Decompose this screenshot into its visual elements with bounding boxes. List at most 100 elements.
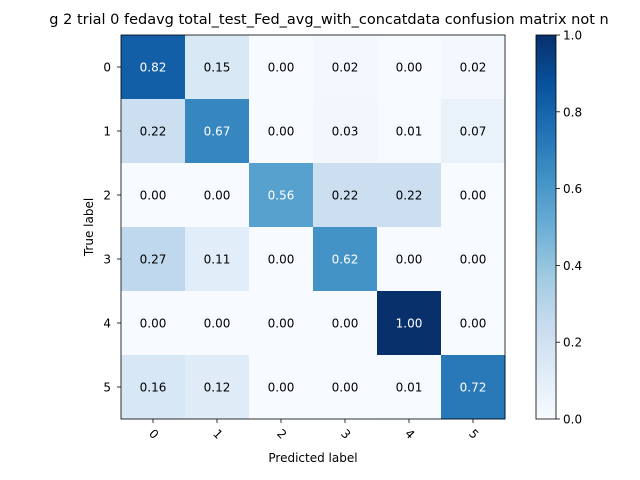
heatmap-cell xyxy=(377,163,442,228)
cell-value-label: 0.22 xyxy=(140,125,167,139)
cell-value-label: 0.12 xyxy=(204,381,231,395)
heatmap-cell xyxy=(185,291,250,356)
x-tick-label: 0 xyxy=(146,427,161,442)
heatmap-cell xyxy=(313,227,378,292)
cell-value-label: 0.00 xyxy=(204,189,231,203)
cell-value-label: 0.00 xyxy=(460,253,487,267)
colorbar-tick-label: 0.4 xyxy=(563,259,582,273)
colorbar-tick-label: 0.8 xyxy=(563,105,582,119)
cell-value-label: 0.00 xyxy=(460,317,487,331)
cell-value-label: 0.00 xyxy=(268,61,295,75)
heatmap-cell xyxy=(441,355,506,420)
cell-value-label: 1.00 xyxy=(396,317,423,331)
colorbar-tick-label: 0.6 xyxy=(563,182,582,196)
x-tick-label: 1 xyxy=(210,427,225,442)
cell-value-label: 0.00 xyxy=(140,317,167,331)
heatmap-cell xyxy=(377,355,442,420)
cell-value-label: 0.00 xyxy=(268,125,295,139)
colorbar xyxy=(535,34,557,420)
x-tick-label: 4 xyxy=(402,427,417,442)
cell-value-label: 0.00 xyxy=(140,189,167,203)
heatmap-cell xyxy=(185,35,250,100)
x-tick-label: 5 xyxy=(466,427,481,442)
heatmap-cell xyxy=(121,163,186,228)
y-tick-label: 2 xyxy=(103,189,111,203)
y-tick-label: 5 xyxy=(103,381,111,395)
cell-value-label: 0.27 xyxy=(140,253,167,267)
heatmap-cell xyxy=(441,163,506,228)
heatmap-cell xyxy=(313,99,378,164)
heatmap-cell xyxy=(249,291,314,356)
y-tick-label: 1 xyxy=(103,125,111,139)
heatmap-cell xyxy=(185,99,250,164)
cell-value-label: 0.62 xyxy=(332,253,359,267)
heatmap-cell xyxy=(121,227,186,292)
heatmap-cell xyxy=(249,227,314,292)
heatmap-cell xyxy=(121,291,186,356)
cell-value-labels: 0.82 0.15 0.00 0.02 0.00 0.02 0.22 0.67 0.00 0.03… xyxy=(140,61,487,395)
cell-value-label: 0.22 xyxy=(332,189,359,203)
cell-value-label: 0.72 xyxy=(460,381,487,395)
heatmap-cell xyxy=(249,355,314,420)
cell-value-label: 0.07 xyxy=(460,125,487,139)
cell-value-label: 0.02 xyxy=(332,61,359,75)
x-tick-label: 2 xyxy=(274,427,289,442)
cell-value-label: 0.00 xyxy=(396,61,423,75)
heatmap-cell xyxy=(313,35,378,100)
cell-value-label: 0.00 xyxy=(204,317,231,331)
y-tick-label: 4 xyxy=(103,317,111,331)
heatmap-cell xyxy=(121,99,186,164)
cell-value-label: 0.00 xyxy=(332,381,359,395)
heatmap-cell xyxy=(249,163,314,228)
plot-frame xyxy=(120,34,506,420)
heatmap-cells xyxy=(121,35,506,420)
cell-value-label: 0.82 xyxy=(140,61,167,75)
heatmap-cell xyxy=(441,35,506,100)
heatmap-cell xyxy=(313,291,378,356)
heatmap-cell xyxy=(313,355,378,420)
heatmap-cell xyxy=(377,291,442,356)
heatmap-cell xyxy=(249,99,314,164)
heatmap-cell xyxy=(121,35,186,100)
heatmap-cell xyxy=(313,163,378,228)
x-axis-ticks: 0 1 2 3 4 5 xyxy=(146,419,481,442)
cell-value-label: 0.01 xyxy=(396,125,423,139)
chart-title: g 2 trial 0 fedavg total_test_Fed_avg_wi… xyxy=(49,12,608,28)
heatmap-cell xyxy=(185,163,250,228)
cell-value-label: 0.16 xyxy=(140,381,167,395)
x-tick-label: 3 xyxy=(338,427,353,442)
x-axis-label: Predicted label xyxy=(268,451,357,465)
cell-value-label: 0.00 xyxy=(396,253,423,267)
y-tick-label: 0 xyxy=(103,61,111,75)
colorbar-tick-label: 1.0 xyxy=(563,29,582,43)
y-tick-label: 3 xyxy=(103,253,111,267)
heatmap-cell xyxy=(377,35,442,100)
cell-value-label: 0.01 xyxy=(396,381,423,395)
heatmap-cell xyxy=(441,291,506,356)
cell-value-label: 0.00 xyxy=(332,317,359,331)
heatmap-cell xyxy=(185,227,250,292)
heatmap-cell xyxy=(441,227,506,292)
cell-value-label: 0.00 xyxy=(268,253,295,267)
heatmap-cell xyxy=(441,99,506,164)
cell-value-label: 0.02 xyxy=(460,61,487,75)
colorbar-tick-label: 0.0 xyxy=(563,413,582,427)
heatmap-cell xyxy=(377,99,442,164)
heatmap-cell xyxy=(377,227,442,292)
cell-value-label: 0.22 xyxy=(396,189,423,203)
y-axis-label: True label xyxy=(82,198,96,257)
cell-value-label: 0.00 xyxy=(268,381,295,395)
cell-value-label: 0.67 xyxy=(204,125,231,139)
cell-value-label: 0.00 xyxy=(268,317,295,331)
colorbar-ticks: 0.0 0.2 0.4 0.6 0.8 1.0 xyxy=(556,29,582,427)
cell-value-label: 0.56 xyxy=(268,189,295,203)
cell-value-label: 0.11 xyxy=(204,253,231,267)
heatmap-cell xyxy=(185,355,250,420)
cell-value-label: 0.00 xyxy=(460,189,487,203)
cell-value-label: 0.03 xyxy=(332,125,359,139)
y-axis-ticks: 0 1 2 3 4 5 xyxy=(103,61,121,395)
heatmap-cell xyxy=(121,355,186,420)
cell-value-label: 0.15 xyxy=(204,61,231,75)
colorbar-tick-label: 0.2 xyxy=(563,336,582,350)
